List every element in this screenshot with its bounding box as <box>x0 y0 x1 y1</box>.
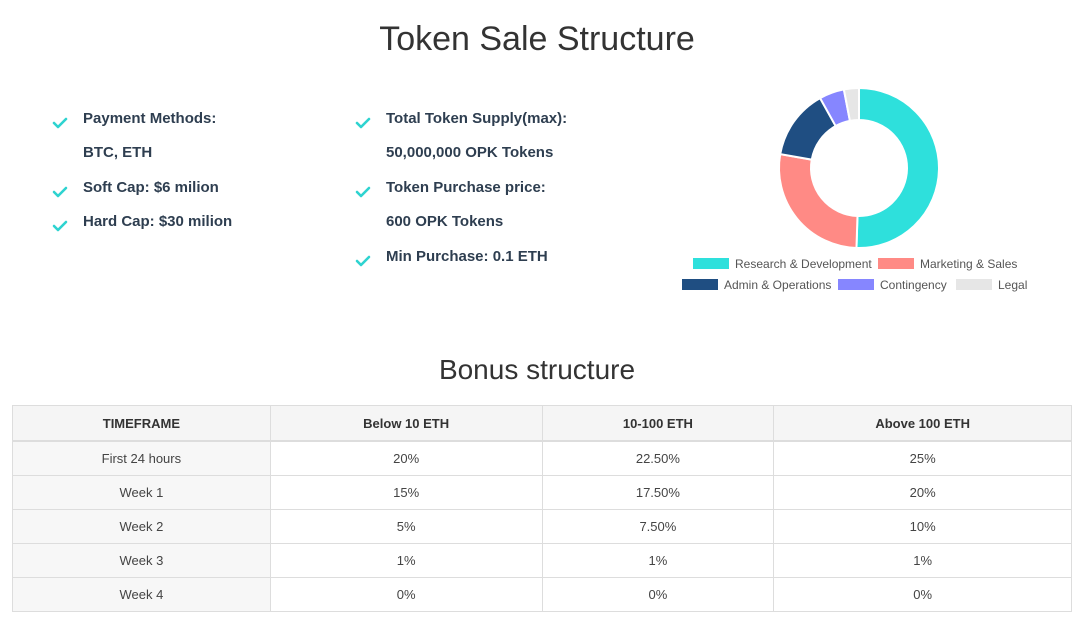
header-10-100-eth: 10-100 ETH <box>541 405 775 442</box>
legend-item-marketing[interactable]: Marketing & Sales <box>878 257 1017 271</box>
table-cell: 15% <box>269 475 543 510</box>
donut-slice-0[interactable] <box>855 86 940 249</box>
table-cell: 20% <box>773 475 1072 510</box>
table-cell: 1% <box>269 543 543 578</box>
table-cell: 1% <box>541 543 775 578</box>
legend-item-legal[interactable]: Legal <box>956 278 1027 292</box>
feature-text: 600 OPK Tokens <box>386 213 504 231</box>
table-cell: 22.50% <box>541 440 775 476</box>
donut-chart <box>778 86 940 249</box>
table-cell: 0% <box>541 577 775 612</box>
legend-item-contingency[interactable]: Contingency <box>838 278 947 292</box>
legend-label: Marketing & Sales <box>920 257 1018 271</box>
legend-swatch <box>838 279 874 290</box>
token-distribution-chart: Research & Development Marketing & Sales… <box>676 84 1042 306</box>
table-cell: 1% <box>773 543 1072 578</box>
table-cell: Week 1 <box>12 475 271 510</box>
legend-label: Contingency <box>880 278 947 292</box>
table-cell: 25% <box>773 440 1072 476</box>
table-cell: Week 3 <box>12 543 271 578</box>
check-icon <box>355 186 371 198</box>
table-cell: 20% <box>269 440 543 476</box>
feature-text: Total Token Supply(max): <box>386 110 568 127</box>
table-cell: 0% <box>269 577 543 612</box>
table-row: First 24 hours 20% 22.50% 25% <box>12 440 1072 476</box>
feature-text: Soft Cap: $6 milion <box>83 178 219 196</box>
check-icon <box>52 186 68 198</box>
feature-text: Hard Cap: $30 milion <box>83 213 233 231</box>
legend-item-research[interactable]: Research & Development <box>693 257 872 271</box>
table-cell: First 24 hours <box>12 440 271 476</box>
table-row: Week 3 1% 1% 1% <box>12 543 1072 578</box>
check-icon <box>355 255 371 266</box>
header-timeframe: TIMEFRAME <box>12 405 271 442</box>
table-row: Week 1 15% 17.50% 20% <box>12 475 1072 510</box>
table-cell: Week 2 <box>12 509 271 544</box>
feature-text: Min Purchase: 0.1 ETH <box>386 247 548 265</box>
table-header-row: TIMEFRAME Below 10 ETH 10-100 ETH Above … <box>12 405 1072 442</box>
page-title: Token Sale Structure <box>379 20 695 58</box>
table-cell: 5% <box>269 509 543 544</box>
feature-text: Token Purchase price: <box>386 178 546 196</box>
legend-swatch <box>682 279 718 290</box>
legend-label: Legal <box>998 278 1028 292</box>
legend-swatch <box>693 258 729 269</box>
table-cell: 0% <box>773 577 1072 612</box>
table-row: Week 2 5% 7.50% 10% <box>12 509 1072 544</box>
table-cell: Week 4 <box>12 577 271 612</box>
check-icon <box>52 220 68 232</box>
bonus-table: TIMEFRAME Below 10 ETH 10-100 ETH Above … <box>12 405 1072 612</box>
legend-swatch <box>956 279 992 290</box>
header-above-100-eth: Above 100 ETH <box>773 405 1072 442</box>
table-cell: 7.50% <box>541 509 775 544</box>
feature-text: BTC, ETH <box>83 144 153 162</box>
check-icon <box>52 117 68 129</box>
donut-slice-1[interactable] <box>778 152 859 249</box>
legend-label: Research & Development <box>735 257 872 271</box>
feature-text: 50,000,000 OPK Tokens <box>386 144 554 162</box>
table-row: Week 4 0% 0% 0% <box>12 577 1072 612</box>
header-below-10-eth: Below 10 ETH <box>269 405 543 442</box>
legend-label: Admin & Operations <box>724 278 832 292</box>
bonus-structure-title: Bonus structure <box>438 354 636 385</box>
check-icon <box>355 117 371 129</box>
legend-item-admin[interactable]: Admin & Operations <box>682 278 831 292</box>
table-cell: 17.50% <box>541 475 775 510</box>
table-cell: 10% <box>773 509 1072 544</box>
legend-swatch <box>878 258 914 269</box>
donut-slice-4[interactable] <box>842 86 860 123</box>
feature-text: Payment Methods: <box>83 110 217 127</box>
